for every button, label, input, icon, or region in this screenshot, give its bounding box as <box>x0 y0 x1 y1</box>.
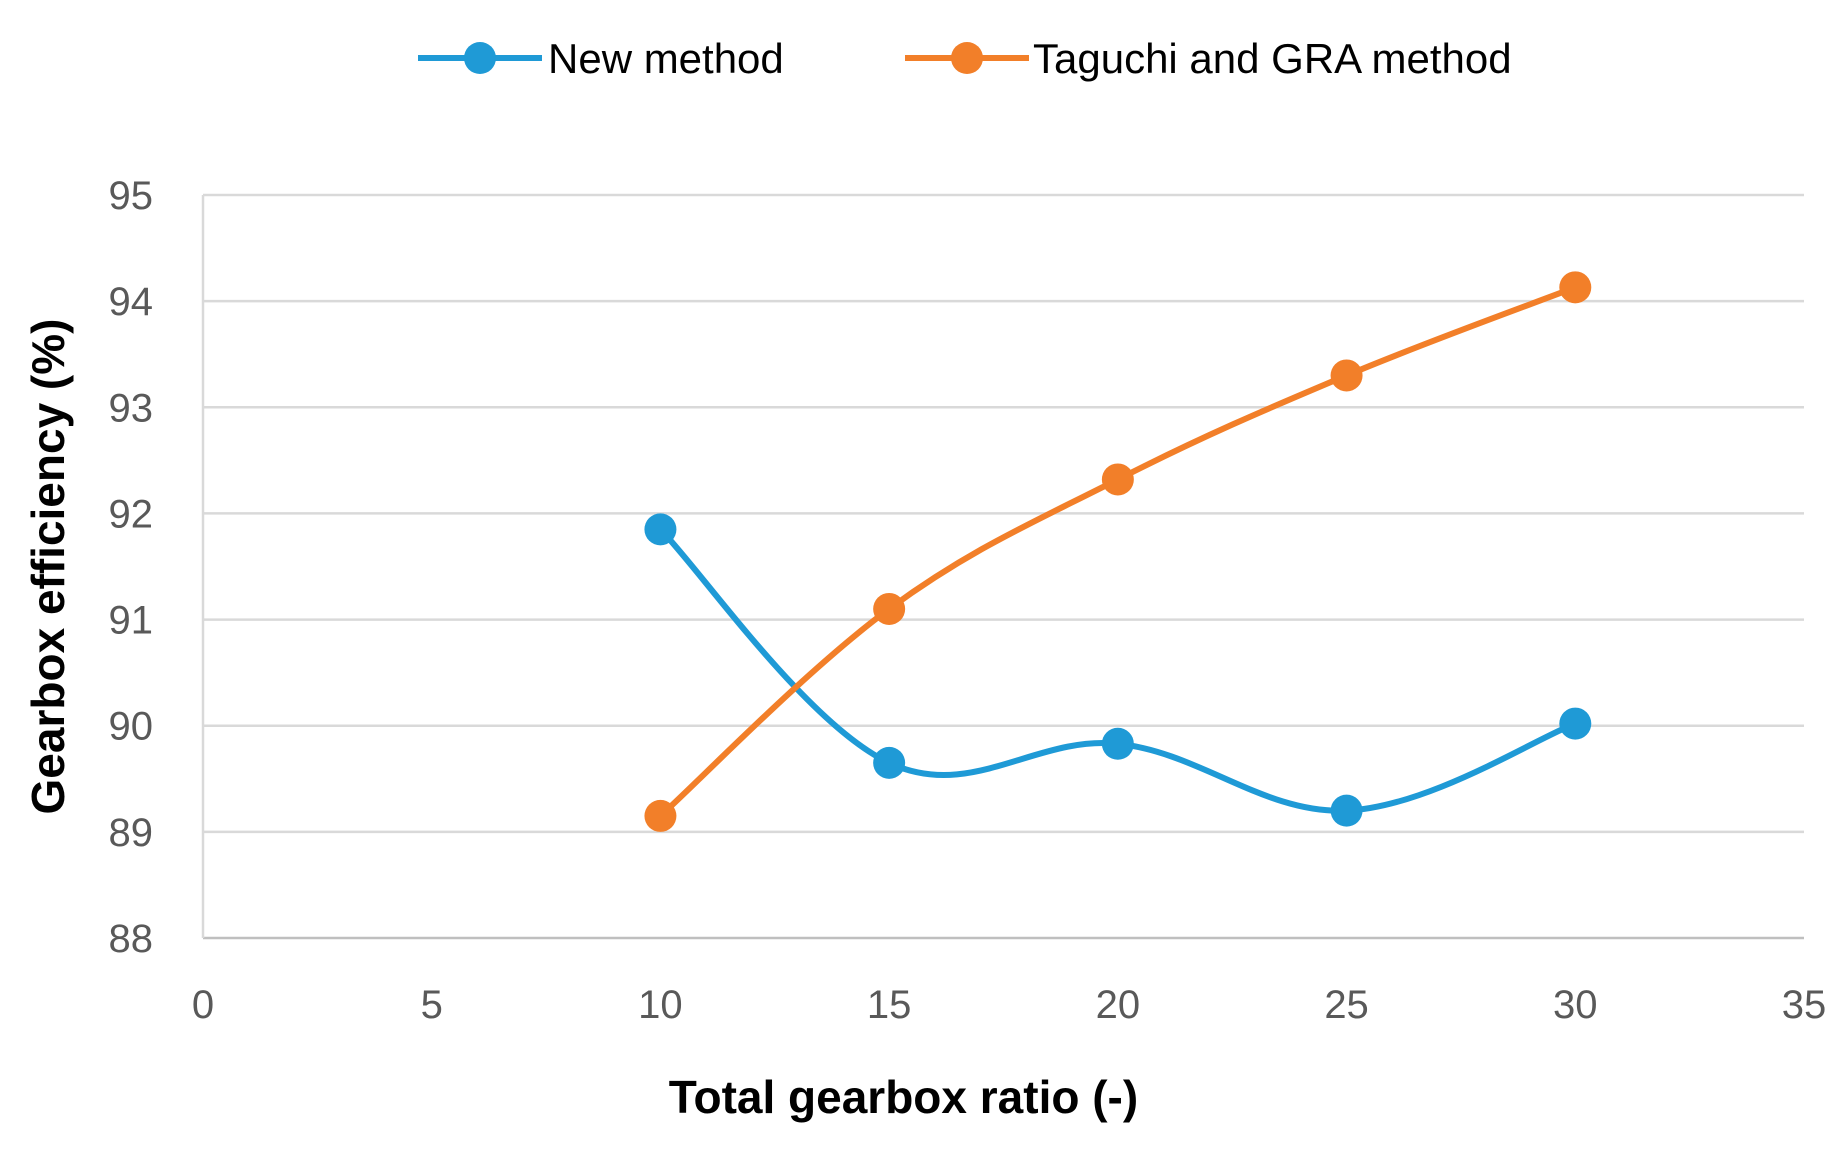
legend-item-new-method: New method <box>418 35 784 82</box>
data-point <box>873 592 906 625</box>
x-tick-label: 5 <box>421 983 443 1027</box>
y-tick-label: 90 <box>109 705 154 749</box>
y-axis-title: Gearbox efficiency (%) <box>22 319 74 815</box>
x-tick-labels: 0 5 10 15 20 25 30 35 <box>192 983 1826 1027</box>
y-tick-label: 89 <box>109 811 154 855</box>
y-tick-label: 88 <box>109 917 154 961</box>
data-point <box>1101 727 1134 760</box>
legend-marker <box>951 42 983 74</box>
legend-label: Taguchi and GRA method <box>1033 35 1512 82</box>
y-tick-label: 93 <box>109 386 154 430</box>
y-tick-label: 92 <box>109 492 154 536</box>
y-tick-label: 95 <box>109 174 154 218</box>
legend: New method Taguchi and GRA method <box>418 35 1512 82</box>
series-taguchi-and-gra-method <box>644 271 1592 832</box>
x-tick-label: 30 <box>1553 983 1598 1027</box>
x-tick-label: 35 <box>1782 983 1827 1027</box>
y-tick-label: 94 <box>109 280 154 324</box>
x-tick-label: 10 <box>638 983 683 1027</box>
legend-item-taguchi-and-gra-method: Taguchi and GRA method <box>905 35 1512 82</box>
y-tick-labels: 88 89 90 91 92 93 94 95 <box>109 174 154 961</box>
axes <box>201 195 1804 940</box>
data-point <box>1559 707 1592 740</box>
x-tick-label: 20 <box>1096 983 1141 1027</box>
x-tick-label: 25 <box>1324 983 1369 1027</box>
series-line-new-method <box>657 526 1579 814</box>
data-point <box>873 746 906 779</box>
x-tick-label: 0 <box>192 983 214 1027</box>
legend-label: New method <box>548 35 784 82</box>
data-point <box>1559 271 1592 304</box>
y-tick-label: 91 <box>109 599 154 643</box>
gridlines <box>203 193 1804 834</box>
x-tick-label: 15 <box>867 983 912 1027</box>
series-new-method <box>644 513 1592 827</box>
legend-marker <box>464 42 496 74</box>
data-point <box>1101 463 1134 496</box>
data-point <box>644 513 677 546</box>
data-point <box>1330 794 1363 827</box>
data-point <box>644 799 677 832</box>
data-series <box>644 271 1592 832</box>
x-axis-title: Total gearbox ratio (-) <box>669 1071 1138 1123</box>
data-point <box>1330 359 1363 392</box>
